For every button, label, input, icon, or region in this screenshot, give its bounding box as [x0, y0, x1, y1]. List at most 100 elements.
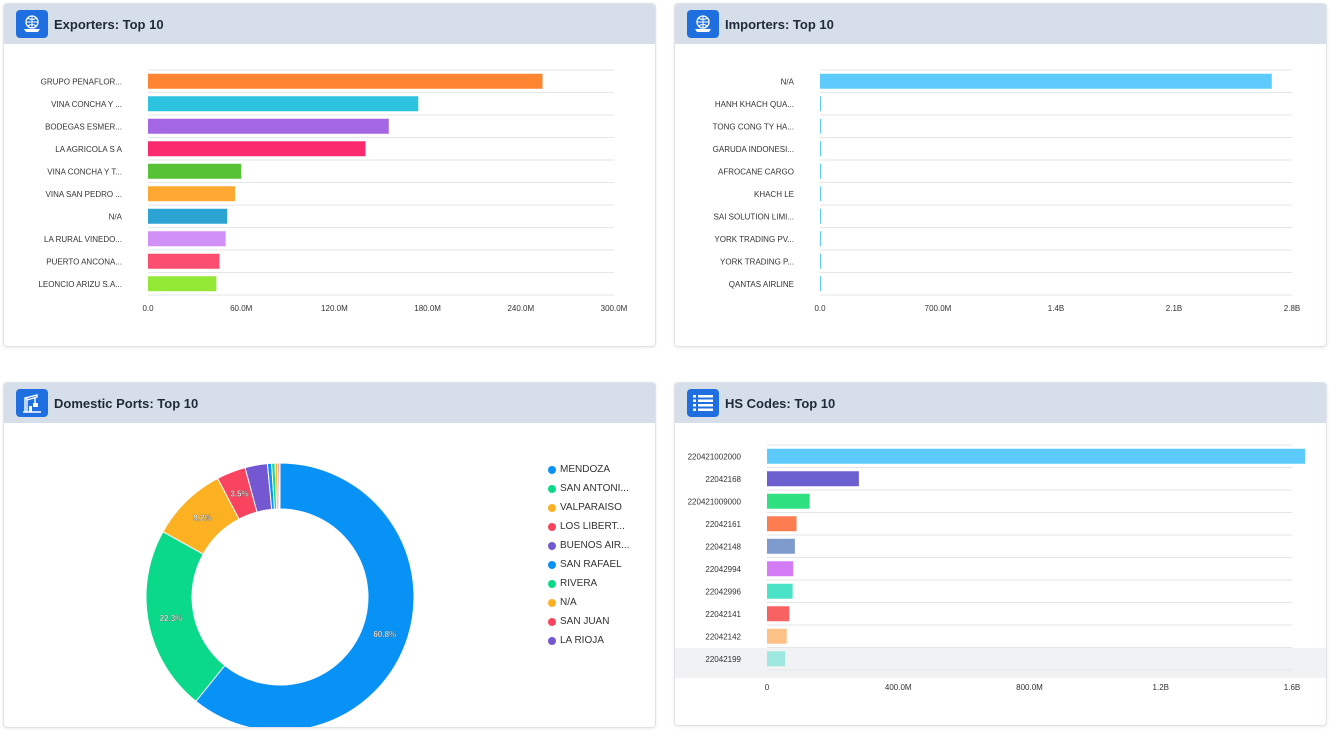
category-label: YORK TRADING P... — [720, 257, 794, 266]
category-label: 22042161 — [705, 520, 741, 529]
bar — [767, 493, 810, 509]
category-label: QANTAS AIRLINE — [729, 280, 794, 289]
bar — [820, 186, 821, 202]
legend-item[interactable]: BUENOS AIR... — [548, 536, 629, 555]
hs-panel: HS Codes: Top 10 220421002000 22042168 220… — [674, 382, 1327, 726]
tick-label: 400.0M — [885, 683, 912, 692]
legend-label: LA RIOJA — [560, 635, 604, 646]
panel-title: Domestic Ports: Top 10 — [54, 395, 199, 411]
category-label: SAI SOLUTION LIMI... — [714, 212, 794, 221]
bar — [148, 276, 217, 292]
bar — [148, 73, 543, 89]
legend-swatch — [548, 560, 556, 569]
bar — [767, 471, 859, 487]
legend-swatch — [548, 617, 556, 626]
panel-header: Domestic Ports: Top 10 — [4, 383, 655, 423]
bar — [767, 583, 793, 599]
bar — [820, 141, 821, 157]
tick-label: 0.0 — [142, 304, 154, 313]
category-label: GRUPO PENAFLOR... — [41, 77, 122, 86]
bar — [767, 448, 1306, 464]
panel-header: Importers: Top 10 — [675, 4, 1326, 44]
category-label: LA RURAL VINEDO... — [44, 235, 122, 244]
legend-item[interactable]: SAN ANTONI... — [548, 479, 629, 498]
legend-item[interactable]: SAN RAFAEL — [548, 555, 629, 574]
data-label: 60.8% — [373, 630, 396, 639]
bar — [148, 253, 220, 269]
data-label: 9.2% — [193, 514, 211, 523]
category-label: GARUDA INDONESI... — [713, 145, 794, 154]
bar — [820, 96, 821, 112]
category-label: LA AGRICOLA S A — [55, 145, 122, 154]
category-label: N/A — [109, 212, 123, 221]
legend-item[interactable]: SAN JUAN — [548, 612, 629, 631]
tick-label: 180.0M — [414, 304, 441, 313]
legend-item[interactable]: N/A — [548, 593, 629, 612]
legend-label: RIVERA — [560, 578, 598, 589]
panel-title: Importers: Top 10 — [725, 16, 834, 32]
legend-swatch — [548, 503, 556, 512]
bar — [148, 163, 242, 179]
category-label: 220421009000 — [688, 497, 742, 506]
tick-label: 2.8B — [1284, 304, 1300, 313]
tick-label: 240.0M — [507, 304, 534, 313]
legend-swatch — [548, 579, 556, 588]
importers-panel: Importers: Top 10 N/A HANH KHACH QUA... TO… — [674, 3, 1327, 347]
globe-ship-icon — [687, 10, 719, 38]
legend-swatch — [548, 484, 556, 493]
tick-label: 800.0M — [1016, 683, 1043, 692]
category-label: PUERTO ANCONA... — [46, 257, 122, 266]
tick-label: 120.0M — [321, 304, 348, 313]
bar — [148, 118, 389, 134]
legend-label: BUENOS AIR... — [560, 540, 630, 551]
tick-label: 1.6B — [1284, 683, 1300, 692]
legend-swatch — [548, 522, 556, 531]
ports-donut-chart: 60.8% 22.3% 9.2% 3.5% — [145, 462, 415, 727]
category-label: BODEGAS ESMER... — [45, 122, 122, 131]
legend-item[interactable]: LOS LIBERT... — [548, 517, 629, 536]
legend-item[interactable]: VALPARAISO — [548, 498, 629, 517]
tick-label: 0 — [765, 683, 770, 692]
data-label: 22.3% — [160, 614, 183, 623]
bar — [820, 276, 821, 292]
bar — [148, 186, 235, 202]
bar — [767, 561, 794, 577]
category-label: 220421002000 — [688, 452, 742, 461]
donut-slice — [145, 531, 226, 703]
category-label: AFROCANE CARGO — [718, 167, 794, 176]
category-label: 22042199 — [705, 655, 741, 664]
globe-ship-icon — [16, 10, 48, 38]
legend-label: N/A — [560, 597, 577, 608]
category-label: LEONCIO ARIZU S.A... — [38, 280, 122, 289]
legend-swatch — [548, 541, 556, 550]
bar — [820, 231, 821, 247]
legend-label: SAN RAFAEL — [560, 559, 622, 570]
category-label: 22042168 — [705, 475, 741, 484]
category-label: KHACH LE — [754, 190, 794, 199]
bar — [767, 516, 797, 532]
bar — [767, 651, 786, 667]
hs-bar-chart: 220421002000 22042168 220421009000 22042161… — [675, 444, 1326, 692]
ports-legend: MENDOZA SAN ANTONI... VALPARAISO LOS LIBERT… — [548, 460, 629, 650]
legend-label: MENDOZA — [560, 464, 610, 475]
legend-item[interactable]: LA RIOJA — [548, 631, 629, 650]
bar — [767, 628, 787, 644]
panel-title: HS Codes: Top 10 — [725, 395, 836, 411]
category-label: TONG CONG TY HA... — [713, 122, 794, 131]
list-icon — [687, 389, 719, 417]
panel-header: HS Codes: Top 10 — [675, 383, 1326, 423]
bar — [148, 141, 366, 157]
category-label: VINA SAN PEDRO ... — [46, 190, 122, 199]
legend-item[interactable]: MENDOZA — [548, 460, 629, 479]
donut-slice — [278, 462, 281, 510]
bar — [148, 231, 226, 247]
bar — [148, 208, 228, 224]
tick-label: 700.0M — [925, 304, 952, 313]
tick-label: 1.4B — [1048, 304, 1064, 313]
bar — [767, 606, 790, 622]
bar — [820, 208, 821, 224]
panel-header: Exporters: Top 10 — [4, 4, 655, 44]
legend-label: VALPARAISO — [560, 502, 622, 513]
legend-item[interactable]: RIVERA — [548, 574, 629, 593]
category-label: HANH KHACH QUA... — [715, 100, 794, 109]
